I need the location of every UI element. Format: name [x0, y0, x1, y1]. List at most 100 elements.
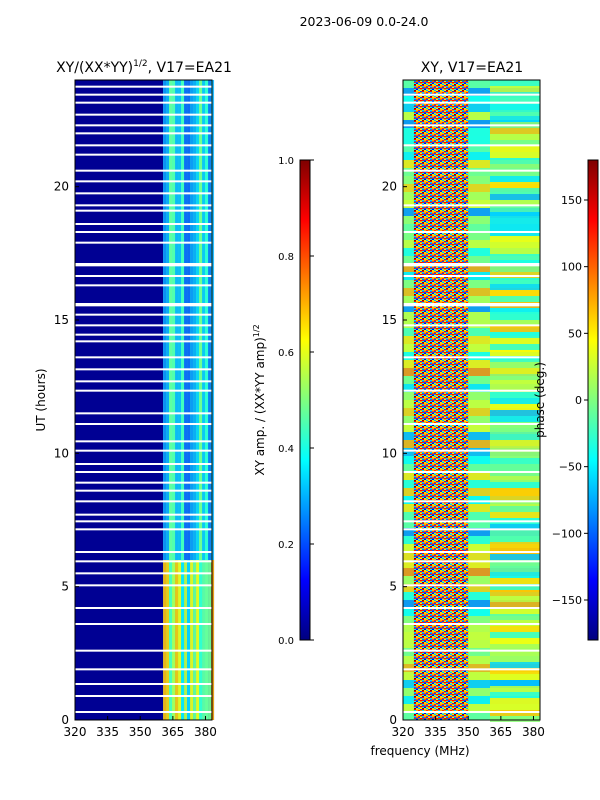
- amplitude-flagged-row: [75, 85, 212, 88]
- phase-smooth-row: [489, 596, 540, 602]
- phase-flagged-row: [403, 528, 540, 531]
- phase-smooth-row: [489, 206, 540, 212]
- phase-row-band: [403, 496, 540, 504]
- amplitude-channel: [163, 80, 167, 720]
- phase-flagged-row: [403, 275, 540, 277]
- phase-x-tick-label: 365: [489, 725, 512, 739]
- phase-smooth-row: [489, 536, 540, 542]
- amplitude-flagged-row: [75, 264, 212, 267]
- phase-smooth-row: [489, 584, 540, 590]
- amplitude-flagged-row: [75, 412, 212, 415]
- phase-row-band: [403, 336, 540, 344]
- amplitude-flagged-row: [75, 711, 212, 713]
- phase-row-band: [403, 576, 540, 584]
- phase-colorbar-ticks: −150 −100 −50 0 50 100 150: [552, 194, 588, 607]
- amplitude-ratio-y-tick-label: 10: [54, 446, 69, 460]
- phase-flagged-row: [403, 668, 540, 671]
- amplitude-ratio-y-axis: 0 5 10 15 20: [54, 180, 79, 727]
- phase-row-band: [403, 416, 540, 424]
- amplitude-low-ut-channel: [172, 560, 176, 720]
- phase-smooth-row: [489, 542, 540, 548]
- phase-smooth-row: [489, 716, 540, 722]
- phase-flagged-row: [403, 471, 540, 473]
- phase-flagged-row: [403, 449, 540, 452]
- phase-flagged-row: [403, 263, 540, 265]
- phase-row-band: [403, 88, 540, 96]
- phase-flagged-row: [403, 551, 540, 553]
- phase-row-band: [403, 384, 540, 392]
- amplitude-ratio-heatmap: [75, 80, 215, 720]
- phase-row-band: [403, 168, 540, 176]
- phase-row-band: [403, 424, 540, 432]
- amplitude-flagged-row: [75, 471, 212, 473]
- phase-row-band: [403, 640, 540, 648]
- phase-smooth-row: [489, 320, 540, 326]
- amplitude-flagged-row: [75, 223, 212, 225]
- phase-smooth-row: [489, 416, 540, 422]
- phase-colorbar-tick-label: 50: [568, 327, 582, 340]
- phase-colorbar-tick-label: −150: [552, 594, 582, 607]
- amplitude-flagged-row: [75, 668, 212, 671]
- phase-row-band: [403, 192, 540, 200]
- phase-colorbar-tick-label: 100: [561, 261, 582, 274]
- amplitude-flagged-row: [75, 303, 212, 305]
- phase-smooth-row: [489, 248, 540, 254]
- phase-smooth-row: [489, 704, 540, 710]
- amplitude-band-0: [75, 80, 164, 720]
- phase-colorbar-tick-label: −100: [552, 527, 582, 540]
- amplitude-colorbar-frame: [299, 159, 311, 641]
- phase-smooth-row: [489, 668, 540, 674]
- amplitude-flagged-row: [75, 572, 212, 575]
- amplitude-colorbar-gradient: [300, 160, 310, 640]
- amplitude-channel: [205, 80, 209, 720]
- amplitude-flagged-row: [75, 204, 212, 207]
- phase-smooth-row: [489, 212, 540, 218]
- phase-smooth-row: [489, 404, 540, 410]
- amplitude-ratio-x-tick-label: 365: [161, 725, 184, 739]
- amplitude-channel: [211, 80, 215, 720]
- phase-row-band: [403, 456, 540, 464]
- phase-smooth-row: [489, 170, 540, 176]
- phase-smooth-row: [489, 242, 540, 248]
- phase-smooth-row: [489, 464, 540, 470]
- amplitude-channel: [175, 80, 179, 720]
- phase-row-band: [403, 160, 540, 168]
- phase-x-tick-label: 380: [522, 725, 545, 739]
- phase-smooth-row: [489, 512, 540, 518]
- phase-row-band: [403, 280, 540, 288]
- phase-smooth-row: [489, 86, 540, 92]
- phase-flagged-row: [403, 124, 540, 127]
- amplitude-flagged-row: [75, 528, 212, 531]
- amplitude-flagged-row: [75, 231, 212, 233]
- phase-row-band: [403, 144, 540, 152]
- phase-smooth-row: [489, 686, 540, 692]
- phase-smooth-row: [489, 350, 540, 356]
- phase-smooth-row: [489, 632, 540, 638]
- phase-row-band: [403, 608, 540, 616]
- phase-smooth-row: [489, 494, 540, 500]
- amplitude-colorbar-tick-label: 0.0: [278, 636, 294, 647]
- amplitude-low-ut-channel: [208, 560, 212, 720]
- amplitude-channel: [187, 80, 191, 720]
- phase-row-band: [403, 688, 540, 696]
- phase-row-band: [403, 656, 540, 664]
- amplitude-flagged-row: [75, 93, 212, 96]
- phase-row-band: [403, 200, 540, 208]
- phase-smooth-row: [489, 428, 540, 434]
- phase-flagged-row: [403, 560, 540, 563]
- phase-smooth-row: [489, 644, 540, 650]
- phase-smooth-row: [489, 152, 540, 158]
- phase-row-band: [403, 232, 540, 240]
- phase-smooth-row: [489, 194, 540, 200]
- amplitude-flagged-row: [75, 513, 212, 516]
- amplitude-colorbar: 0.0 0.2 0.4 0.6 0.8 1.0 XY amp. / (XX*YY amp)…: [252, 156, 314, 647]
- amplitude-ratio-axes-frame: [74, 79, 213, 721]
- phase-flagged-row: [403, 303, 540, 305]
- amplitude-channel: [181, 80, 185, 720]
- phase-smooth-row: [489, 530, 540, 536]
- amplitude-channel: [172, 80, 176, 720]
- phase-smooth-row: [489, 356, 540, 362]
- amplitude-low-ut-channel: [199, 560, 203, 720]
- amplitude-flagged-row: [75, 275, 212, 277]
